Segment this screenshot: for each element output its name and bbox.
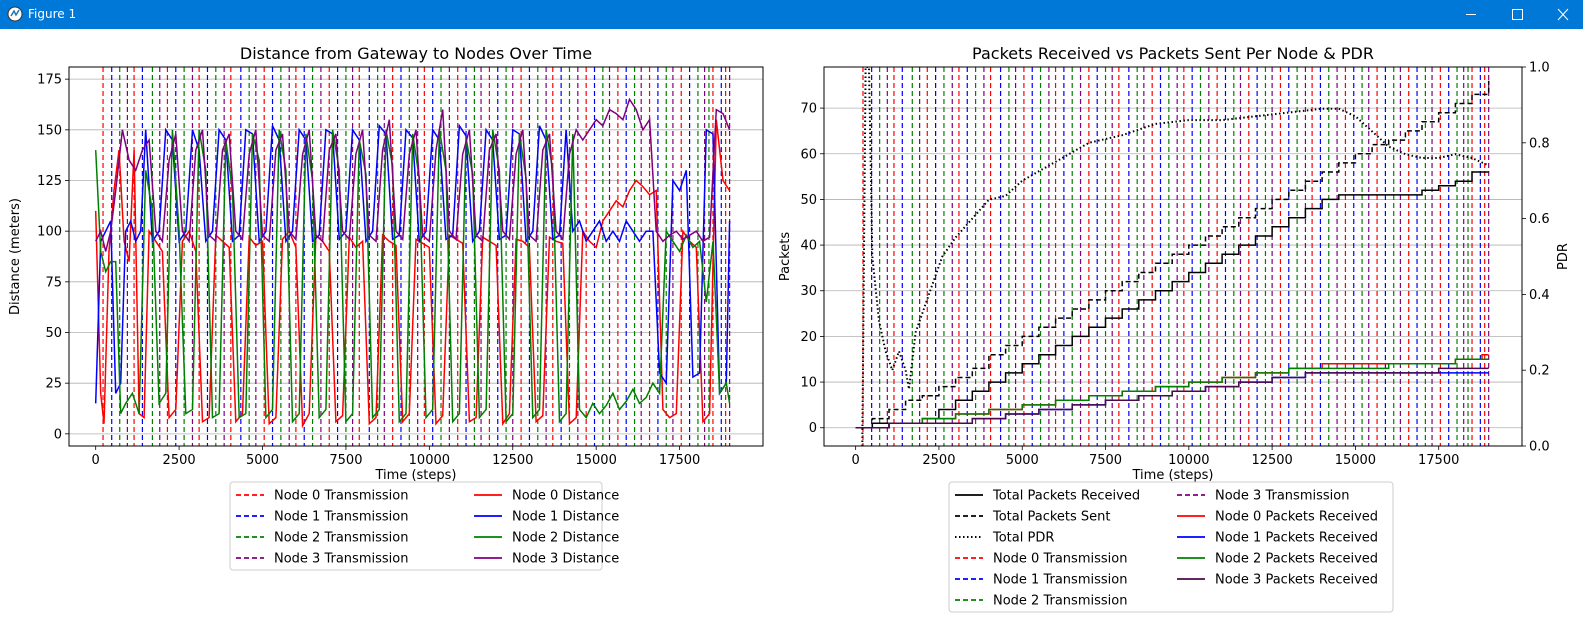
chart-1: 0 2500 5000 7500 10000 12500 15000 17500 0 10 20 30… (778, 44, 1571, 613)
y-tick-label: 10 (800, 376, 817, 391)
legend-label: Total PDR (992, 531, 1054, 546)
y-tick-label: 175 (37, 73, 62, 88)
x-tick-label: 5000 (246, 453, 279, 468)
y-axis-label: Packets (778, 232, 793, 282)
minimize-button[interactable] (1448, 0, 1494, 29)
y2-tick-label: 0.0 (1529, 440, 1550, 455)
legend-frame (948, 481, 1394, 613)
legend: Node 0 Transmission Node 1 Transmission No… (229, 481, 619, 571)
legend-label: Node 1 Distance (512, 510, 619, 525)
x-tick-label: 15000 (575, 453, 616, 468)
x-axis-label: Time (steps) (1132, 468, 1214, 483)
x-tick-label: 7500 (329, 453, 362, 468)
series-line (855, 367, 1489, 429)
legend: Total Packets Received Total Packets Sent… (948, 481, 1394, 613)
x-tick-label: 12500 (1251, 453, 1292, 468)
legend-label: Node 0 Transmission (274, 489, 408, 504)
legend-label: Node 2 Transmission (993, 594, 1127, 609)
x-tick-label: 10000 (1168, 453, 1209, 468)
plot-area (94, 67, 731, 446)
close-button[interactable] (1540, 0, 1583, 29)
series-line (94, 129, 731, 424)
y2-axis-label: PDR (1556, 243, 1571, 270)
y-tick-label: 0 (54, 427, 62, 442)
x-tick-label: 0 (852, 453, 860, 468)
x-tick-label: 2500 (163, 453, 196, 468)
window-title: Figure 1 (28, 7, 77, 21)
y-tick-label: 125 (37, 174, 62, 189)
series-line (855, 171, 1489, 429)
x-tick-label: 0 (92, 453, 100, 468)
x-tick-label: 2500 (922, 453, 955, 468)
legend-frame (229, 481, 603, 571)
x-tick-label: 10000 (409, 453, 450, 468)
y2-tick-label: 0.6 (1529, 212, 1550, 227)
legend-label: Node 0 Transmission (993, 552, 1127, 567)
y2-tick-label: 0.2 (1529, 364, 1550, 379)
plot-area (855, 67, 1490, 446)
chart-title: Packets Received vs Packets Sent Per Nod… (972, 44, 1374, 63)
series-line (94, 123, 731, 404)
legend-label: Total Packets Received (992, 489, 1140, 504)
series-line (855, 358, 1489, 429)
y-tick-label: 100 (37, 225, 62, 240)
y-tick-label: 0 (809, 421, 817, 436)
app-icon (7, 6, 23, 22)
y-tick-label: 20 (800, 330, 817, 345)
legend-label: Node 1 Packets Received (1215, 531, 1378, 546)
chart-0: 0 2500 5000 7500 10000 12500 15000 17500 0 25 50 75… (8, 44, 764, 571)
legend-label: Node 3 Packets Received (1215, 573, 1378, 588)
y-tick-label: 60 (800, 147, 817, 162)
y2-tick-label: 0.4 (1529, 288, 1550, 303)
y-tick-label: 150 (37, 123, 62, 138)
x-tick-label: 5000 (1006, 453, 1039, 468)
x-tick-label: 12500 (492, 453, 533, 468)
legend-label: Node 2 Transmission (274, 531, 408, 546)
series-line (94, 119, 731, 429)
maximize-button[interactable] (1494, 0, 1540, 29)
axes-frame (823, 66, 1523, 447)
x-tick-label: 17500 (659, 453, 700, 468)
y-tick-label: 25 (45, 377, 62, 392)
y2-tick-label: 0.8 (1529, 136, 1550, 151)
y-tick-label: 75 (45, 275, 62, 290)
maximize-icon (1512, 9, 1523, 20)
legend-label: Node 2 Packets Received (1215, 552, 1378, 567)
y-tick-label: 40 (800, 239, 817, 254)
legend-label: Node 3 Distance (512, 552, 619, 567)
series-line (855, 80, 1490, 429)
x-tick-label: 17500 (1418, 453, 1459, 468)
x-axis-label: Time (steps) (375, 468, 457, 483)
legend-label: Node 1 Transmission (993, 573, 1127, 588)
window-titlebar: Figure 1 (0, 0, 1583, 29)
figure-canvas: 0 2500 5000 7500 10000 12500 15000 175000255075… (8, 44, 1571, 613)
axes-frame (68, 66, 764, 447)
legend-label: Node 2 Distance (512, 531, 619, 546)
y-tick-label: 70 (800, 102, 817, 117)
legend-label: Node 0 Distance (512, 489, 619, 504)
y-tick-label: 30 (800, 284, 817, 299)
y-tick-label: 50 (45, 326, 62, 341)
y-tick-label: 50 (800, 193, 817, 208)
legend-label: Total Packets Sent (992, 510, 1111, 525)
x-tick-label: 7500 (1089, 453, 1122, 468)
series-line (95, 97, 731, 252)
y-axis-label: Distance (meters) (8, 198, 23, 315)
legend-label: Node 3 Transmission (1215, 489, 1349, 504)
legend-label: Node 3 Transmission (274, 552, 408, 567)
x-tick-label: 15000 (1335, 453, 1376, 468)
series-line (861, 67, 1490, 446)
y2-tick-label: 1.0 (1529, 61, 1550, 76)
minimize-icon (1466, 14, 1476, 15)
legend-label: Node 1 Transmission (274, 510, 408, 525)
legend-label: Node 0 Packets Received (1215, 510, 1378, 525)
chart-title: Distance from Gateway to Nodes Over Time (240, 44, 592, 63)
close-icon (1557, 8, 1569, 21)
